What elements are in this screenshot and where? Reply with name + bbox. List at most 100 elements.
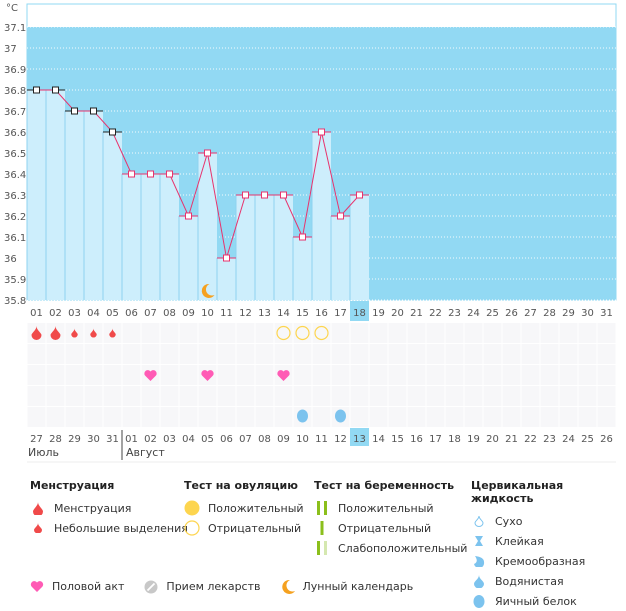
y-tick-label: 36.9 [4,65,26,76]
x-tick-label: 12 [239,308,252,319]
x-tick-label: 03 [68,308,81,319]
date-label: 12 [334,434,347,445]
symptom-cell [122,344,141,364]
x-tick-label: 06 [125,308,138,319]
symptom-cell [521,323,540,343]
symptom-cell [217,365,236,385]
heart-icon [201,370,214,381]
symptom-cell [255,407,274,427]
date-label: 06 [220,434,233,445]
legend-cervical: Цервикальная жидкость Сухо Клейкая Кремо… [471,479,626,611]
symptom-cell [369,386,388,406]
symptom-cell [483,344,502,364]
temperature-point [337,212,344,220]
symptom-cell [426,323,445,343]
symptom-cell [559,323,578,343]
today-highlight [350,428,369,446]
legend-bottom-row: Половой акт Прием лекарств Лунный календ… [30,579,433,594]
symptom-cell [217,386,236,406]
temperature-point [356,191,363,199]
cervical-creamy-icon [471,555,487,567]
date-label: 26 [600,434,613,445]
temperature-point [204,149,211,157]
cervical-sticky-icon [471,535,487,547]
date-label: 19 [467,434,480,445]
y-tick-label: 37.1 [4,23,26,34]
temperature-point [166,170,173,178]
symptom-cell [521,386,540,406]
symptom-cell [331,344,350,364]
symptom-cell [84,386,103,406]
symptom-cell [597,407,616,427]
date-label: 28 [49,434,62,445]
y-axis-unit: °C [6,3,18,14]
y-tick-label: 36.8 [4,86,26,97]
x-tick-label: 14 [277,308,290,319]
temperature-bar [122,174,141,300]
symptom-cell [312,344,331,364]
symptom-cell [464,386,483,406]
temperature-bar [198,153,217,300]
symptom-cell [445,344,464,364]
date-label: 04 [182,434,195,445]
symptom-cell [445,365,464,385]
symptom-cell [141,344,160,364]
heart-icon [144,370,157,381]
temperature-point [223,254,230,262]
legend-item: Яичный белок [495,594,577,608]
ovulation-negative-icon [184,520,200,536]
temperature-bar [274,195,293,300]
y-tick-label: 36.1 [4,233,26,244]
date-label: 08 [258,434,271,445]
date-label: 16 [410,434,423,445]
date-label: 14 [372,434,385,445]
ovulation-negative-icon [314,325,329,341]
symptom-cell [293,365,312,385]
date-label: 01 [125,434,138,445]
ovulation-negative-icon [295,325,310,341]
symptom-cell [46,365,65,385]
symptom-cell [27,365,46,385]
symptom-cell [312,386,331,406]
date-label: 05 [201,434,214,445]
symptom-cell [407,344,426,364]
date-label: 25 [581,434,594,445]
symptom-cell [540,386,559,406]
symptom-cell [483,365,502,385]
symptom-cell [236,407,255,427]
symptom-cell [198,407,217,427]
symptom-cell [27,407,46,427]
symptom-cell [369,407,388,427]
symptom-cell [160,407,179,427]
symptom-cell [255,323,274,343]
heart-icon [277,370,290,381]
legend-item: Кремообразная [495,554,586,568]
legend-item: Менструация [54,501,132,515]
temperature-bar [312,132,331,300]
symptom-cell [388,386,407,406]
legend-item: Отрицательный [338,521,432,535]
symptom-cell [179,365,198,385]
y-tick-label: 36.5 [4,149,26,160]
symptom-cell [426,344,445,364]
symptom-cell [46,386,65,406]
symptom-cell [521,407,540,427]
temperature-point [185,212,192,220]
symptom-cell [350,323,369,343]
symptom-cell [179,323,198,343]
temperature-bar [179,216,198,300]
symptom-cell [559,344,578,364]
symptom-cell [559,365,578,385]
symptom-cell [445,407,464,427]
temperature-bar [255,195,274,300]
blood-drop-large-icon [30,501,46,515]
symptom-cell [407,386,426,406]
symptom-cell [464,407,483,427]
symptom-cell [483,407,502,427]
symptom-cell [388,407,407,427]
x-tick-label: 08 [163,308,176,319]
symptom-cell [274,407,293,427]
symptom-cell [236,344,255,364]
temperature-bar [84,111,103,300]
symptom-cell [122,407,141,427]
